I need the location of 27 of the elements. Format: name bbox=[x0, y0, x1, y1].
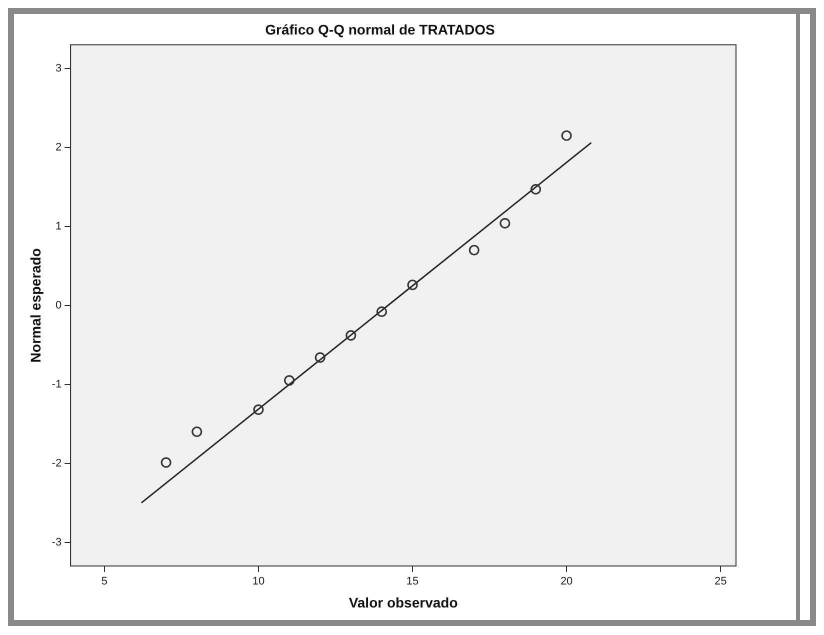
y-tick-label: 2 bbox=[55, 141, 62, 154]
x-tick-label: 10 bbox=[252, 576, 265, 588]
y-axis-title: Normal esperado bbox=[27, 248, 44, 363]
x-tick-label: 5 bbox=[101, 576, 108, 588]
y-tick-label: 0 bbox=[55, 299, 62, 312]
point bbox=[192, 426, 202, 438]
point bbox=[530, 184, 542, 195]
x-tick-label: 15 bbox=[406, 576, 419, 588]
x-tick-label: 25 bbox=[714, 576, 727, 588]
point bbox=[407, 280, 418, 290]
point bbox=[314, 352, 326, 363]
point bbox=[284, 375, 295, 386]
point bbox=[160, 457, 172, 468]
y-tick-label: 3 bbox=[55, 62, 62, 75]
point bbox=[376, 306, 388, 318]
point bbox=[500, 218, 510, 229]
chart-title: Gráfico Q-Q normal de TRATADOS bbox=[265, 21, 495, 38]
y-tick-label: -3 bbox=[52, 536, 62, 548]
point bbox=[468, 244, 480, 256]
y-tick-label: -2 bbox=[52, 457, 62, 470]
y-tick-label: -1 bbox=[52, 378, 62, 390]
x-axis-title: Valor observado bbox=[348, 594, 458, 610]
y-tick-label: 1 bbox=[55, 220, 62, 232]
point bbox=[561, 130, 572, 141]
point bbox=[253, 404, 264, 415]
x-tick-label: 20 bbox=[560, 576, 573, 588]
point bbox=[346, 330, 356, 341]
